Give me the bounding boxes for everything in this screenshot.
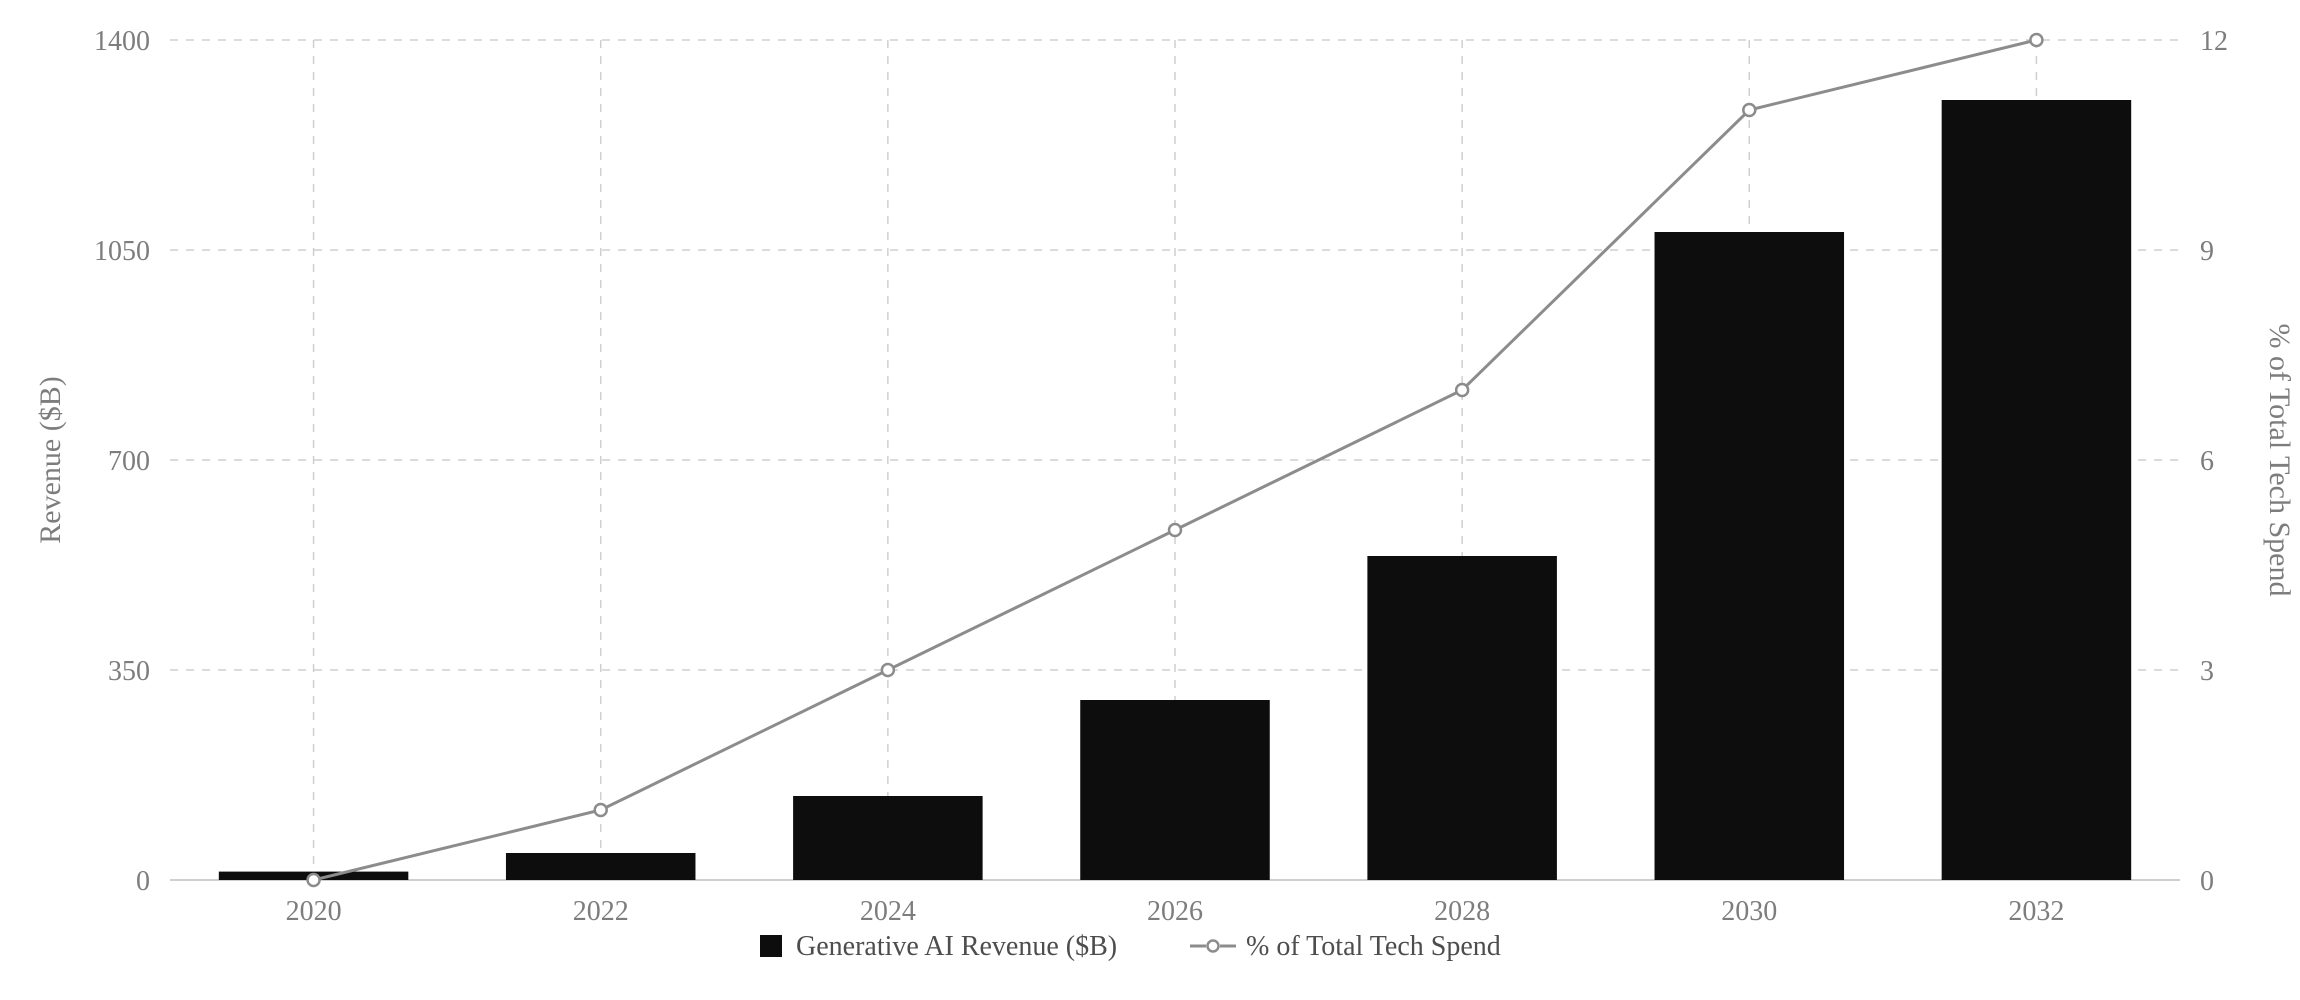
x-tick-label: 2026	[1147, 896, 1203, 927]
trend-marker	[308, 874, 320, 886]
trend-marker	[1456, 384, 1468, 396]
bar	[1367, 556, 1557, 880]
trend-marker	[595, 804, 607, 816]
y-left-tick-label: 1400	[94, 26, 150, 57]
bar	[793, 796, 983, 880]
trend-marker	[2030, 34, 2042, 46]
y-left-tick-label: 350	[108, 656, 150, 687]
chart-container: 0 350 700 1050 1400 0 3 6 9 12 2020 2022 2024 2026 202…	[0, 0, 2300, 1000]
bar	[506, 853, 696, 880]
y-right-tick-label: 12	[2200, 26, 2228, 57]
x-tick-label: 2028	[1434, 896, 1490, 927]
legend-swatch-marker	[1208, 941, 1219, 952]
legend-swatch-bar	[760, 935, 782, 957]
legend: Generative AI Revenue ($B) % of Total Tec…	[760, 931, 1501, 962]
y-right-tick-label: 0	[2200, 866, 2214, 897]
x-tick-label: 2022	[573, 896, 629, 927]
y-right-tick-label: 3	[2200, 656, 2214, 687]
x-tick-label: 2024	[860, 896, 916, 927]
trend-marker	[882, 664, 894, 676]
y-right-tick-label: 9	[2200, 236, 2214, 267]
y-right-tick-label: 6	[2200, 446, 2214, 477]
trend-marker	[1743, 104, 1755, 116]
chart-svg: 0 350 700 1050 1400 0 3 6 9 12 2020 2022 2024 2026 202…	[0, 0, 2300, 1000]
y-left-tick-label: 0	[136, 866, 150, 897]
x-tick-label: 2020	[286, 896, 342, 927]
y-left-axis-title: Revenue ($B)	[34, 376, 67, 543]
y-right-axis-title: % of Total Tech Spend	[2263, 324, 2296, 597]
legend-label: Generative AI Revenue ($B)	[796, 931, 1117, 962]
trend-marker	[1169, 524, 1181, 536]
legend-label: % of Total Tech Spend	[1246, 931, 1501, 962]
bar	[1655, 232, 1845, 880]
bar	[1080, 700, 1270, 880]
y-left-tick-label: 1050	[94, 236, 150, 267]
y-left-tick-label: 700	[108, 446, 150, 477]
bar	[1942, 100, 2132, 880]
x-tick-label: 2030	[1721, 896, 1777, 927]
x-tick-label: 2032	[2008, 896, 2064, 927]
